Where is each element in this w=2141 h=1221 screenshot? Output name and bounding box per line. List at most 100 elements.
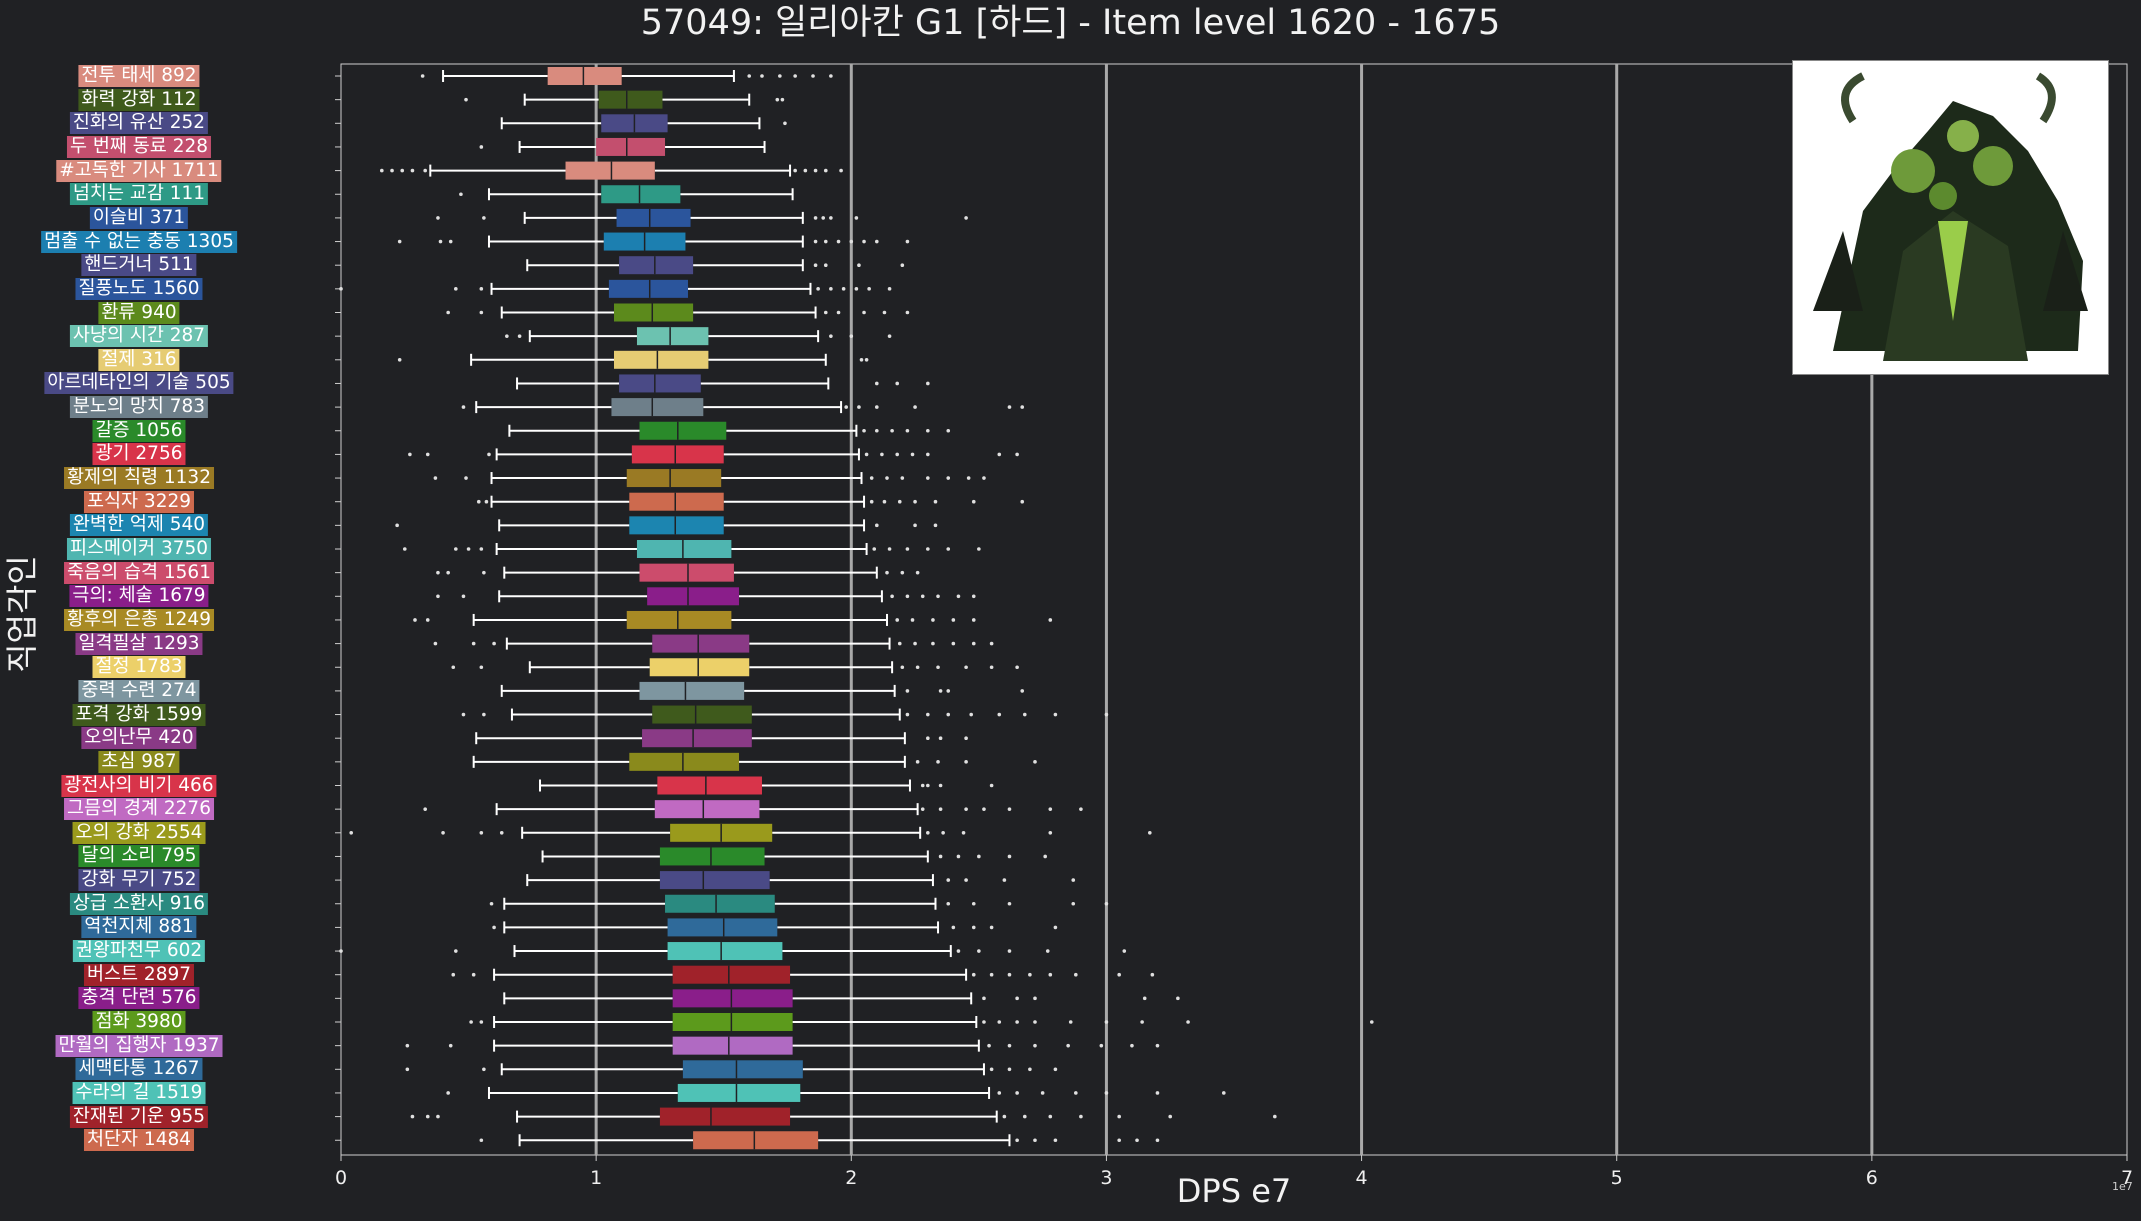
outlier-point	[1015, 1020, 1019, 1024]
outlier-point	[760, 74, 764, 78]
outlier-point	[823, 239, 828, 244]
outlier-point	[479, 145, 484, 149]
box	[547, 67, 622, 85]
outlier-point	[926, 381, 930, 386]
outlier-point	[964, 665, 968, 670]
outlier-point	[946, 878, 951, 882]
outlier-point	[839, 168, 843, 173]
box	[667, 942, 783, 961]
outlier-point	[864, 358, 869, 362]
outlier-point	[433, 476, 438, 480]
outlier-point	[1022, 712, 1027, 717]
outlier-point	[1074, 972, 1078, 977]
outlier-point	[956, 854, 961, 859]
box	[672, 1013, 793, 1031]
outlier-point	[479, 547, 484, 551]
category-label: 넘치는 교감 111	[69, 183, 209, 206]
category-label: 오의난무 420	[81, 727, 197, 750]
category-label: 권왕파천무 602	[72, 940, 206, 963]
outlier-point	[436, 1114, 440, 1119]
outlier-point	[857, 263, 861, 268]
box	[631, 445, 724, 464]
category-label: 핸드거너 511	[81, 254, 197, 277]
outlier-point	[938, 807, 943, 811]
box	[649, 658, 750, 677]
outlier-point	[890, 594, 894, 599]
outlier-point	[977, 547, 981, 551]
outlier-point	[471, 641, 476, 646]
outlier-point	[971, 499, 976, 504]
box	[639, 563, 734, 582]
outlier-point	[905, 689, 910, 693]
outlier-point	[816, 287, 820, 291]
outlier-point	[1122, 949, 1127, 953]
category-labels: 전투 태세 892 화력 강화 112 진화의 유산 252 두 번째 동료 228 #…	[0, 0, 280, 1221]
category-label: 절정 1783	[92, 656, 186, 679]
outlier-point	[951, 641, 956, 646]
outlier-point	[966, 476, 971, 480]
outlier-point	[1104, 712, 1109, 717]
outlier-point	[410, 168, 415, 173]
outlier-point	[1155, 1043, 1160, 1048]
outlier-point	[517, 334, 522, 338]
outlier-point	[836, 310, 841, 315]
outlier-point	[425, 452, 430, 457]
category-label: 버스트 2897	[83, 963, 195, 986]
outlier-point	[946, 476, 951, 480]
category-label: 오의 강화 2554	[72, 821, 206, 844]
category-label: 광기 2756	[92, 443, 186, 466]
outlier-point	[823, 263, 828, 268]
outlier-point	[829, 334, 833, 338]
outlier-point	[464, 476, 468, 480]
box	[614, 350, 709, 369]
outlier-point	[1028, 1067, 1032, 1072]
outlier-point	[997, 1091, 1002, 1095]
category-label: #고독한 기사 1711	[56, 159, 222, 182]
category-label: 환류 940	[98, 301, 180, 324]
outlier-point	[1040, 1091, 1045, 1095]
category-label: 상급 소환사 916	[69, 892, 209, 915]
outlier-point	[1015, 1091, 1019, 1095]
outlier-point	[897, 499, 902, 504]
outlier-point	[459, 192, 463, 197]
category-label: 극의: 체술 1679	[69, 585, 209, 608]
outlier-point	[1002, 1114, 1007, 1119]
box	[647, 587, 740, 606]
box	[629, 492, 724, 511]
outlier-point	[859, 358, 864, 362]
outlier-point	[971, 901, 976, 906]
outlier-point	[413, 618, 417, 622]
box	[636, 540, 732, 558]
outlier-point	[492, 925, 496, 930]
outlier-point	[971, 594, 976, 599]
x-tick-label: 7	[2121, 1167, 2133, 1189]
outlier-point	[956, 949, 961, 953]
outlier-point	[926, 831, 930, 835]
outlier-point	[461, 405, 466, 409]
outlier-point	[461, 712, 466, 717]
outlier-point	[887, 547, 892, 551]
outlier-point	[829, 74, 833, 78]
outlier-point	[890, 428, 894, 433]
outlier-point	[484, 499, 489, 504]
category-label: 갈증 1056	[92, 419, 186, 442]
outlier-point	[1022, 1114, 1027, 1119]
outlier-point	[380, 168, 384, 173]
outlier-point	[436, 594, 440, 599]
outlier-point	[395, 523, 399, 528]
outlier-point	[1071, 878, 1076, 882]
outlier-point	[913, 405, 917, 409]
outlier-point	[864, 452, 869, 457]
outlier-point	[479, 287, 484, 291]
outlier-point	[989, 925, 994, 930]
outlier-point	[946, 689, 951, 693]
category-label: 분노의 망치 783	[69, 396, 209, 419]
outlier-point	[872, 547, 877, 551]
box	[629, 752, 740, 771]
outlier-point	[1007, 901, 1012, 906]
outlier-point	[1142, 996, 1147, 1001]
outlier-point	[775, 97, 780, 102]
outlier-point	[895, 452, 900, 457]
category-label: 포식자 3229	[83, 490, 195, 513]
box	[693, 1131, 819, 1150]
